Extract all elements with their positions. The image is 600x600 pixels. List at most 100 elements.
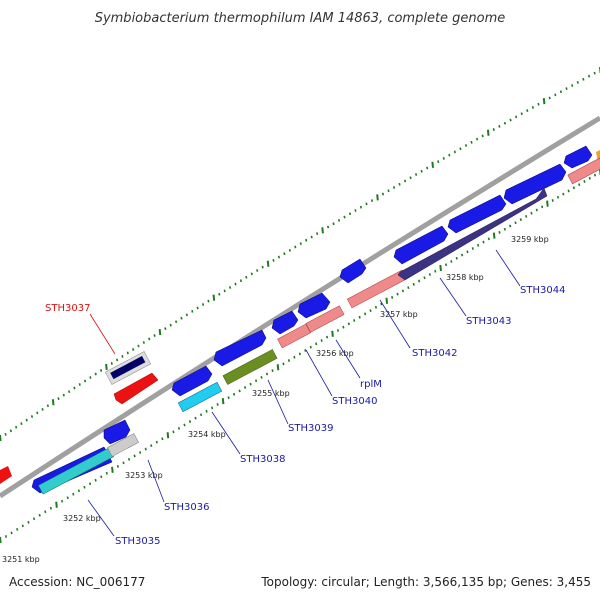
gene-sth3044-reverse[interactable] (567, 157, 600, 185)
gene-label-sth3039[interactable]: STH3039 (288, 423, 333, 434)
gene-sth3040-reverse[interactable] (277, 323, 311, 349)
outer-tick (571, 84, 574, 87)
gene-sth3044-forward[interactable] (447, 194, 507, 234)
gene-forward-extra-1[interactable] (503, 163, 567, 205)
outer-tick (46, 404, 49, 408)
outer-tick (116, 358, 119, 362)
gene-label-sth3038[interactable]: STH3038 (240, 454, 285, 465)
leader-sth3037 (89, 313, 116, 355)
inner-tick (342, 325, 345, 329)
gene-label-sth3044[interactable]: STH3044 (520, 285, 565, 296)
inner-tick (32, 517, 36, 521)
inner-tick (369, 309, 372, 313)
outer-tick (476, 137, 479, 141)
inner-tick (444, 263, 448, 267)
gene-sth3037[interactable] (104, 351, 159, 405)
gene-label-sth3035[interactable]: STH3035 (115, 536, 160, 547)
gene-sth3038-reverse[interactable] (177, 381, 223, 413)
inner-tick (588, 176, 591, 180)
gene-label-sth3042[interactable]: STH3042 (412, 348, 457, 359)
inner-tick (385, 297, 389, 304)
inner-tick (155, 440, 158, 444)
outer-tick (420, 169, 423, 173)
inner-tick (551, 199, 554, 202)
leader-sth3042 (379, 299, 411, 349)
outer-tick (283, 252, 286, 256)
outer-tick (41, 407, 44, 411)
outer-tick (332, 222, 335, 226)
outer-tick (36, 411, 39, 415)
gene-rplm-forward[interactable] (297, 292, 331, 319)
gene-sth3035-reverse[interactable] (37, 447, 115, 495)
outer-tick (148, 337, 151, 341)
inner-tick (254, 379, 258, 383)
gene-rplm-reverse[interactable] (305, 305, 345, 333)
inner-tick (77, 489, 80, 493)
inner-tick (10, 531, 13, 535)
outer-tick (370, 199, 374, 203)
gene-left-edge-red[interactable] (0, 466, 12, 484)
inner-tick (364, 312, 367, 316)
inner-tick (407, 286, 410, 289)
outer-tick (387, 189, 390, 193)
inner-tick (111, 466, 114, 473)
inner-tick (172, 430, 175, 434)
outer-tick (437, 160, 440, 163)
outer-tick (464, 144, 468, 147)
inner-tick (211, 406, 214, 410)
inner-tick (326, 335, 329, 339)
outer-tick (321, 227, 324, 234)
inner-tick (380, 302, 383, 306)
outer-tick (261, 265, 264, 269)
gene-sth3036-reverse[interactable] (107, 433, 139, 457)
outer-tick (576, 81, 579, 84)
outer-tick (15, 425, 18, 429)
outer-tick (9, 429, 12, 433)
inner-tick (298, 352, 301, 356)
outer-tick (212, 294, 216, 301)
outer-tick (94, 372, 97, 376)
gene-sth3039-reverse[interactable] (222, 349, 278, 385)
inner-tick (567, 189, 570, 193)
gene-sth3043-reverse[interactable] (397, 187, 548, 281)
inner-tick (216, 403, 219, 406)
gene-sth3039-forward[interactable] (213, 329, 267, 367)
gene-sth3040-forward[interactable] (271, 310, 299, 335)
inner-tick (161, 437, 164, 441)
gene-sth3038-forward[interactable] (171, 365, 213, 397)
gene-label-rplm[interactable]: rplM (360, 379, 382, 390)
outer-tick (498, 124, 501, 128)
inner-tick (244, 386, 247, 389)
inner-tick (401, 289, 405, 293)
inner-tick (471, 247, 474, 250)
gene-label-sth3037[interactable]: STH3037 (45, 303, 90, 314)
outer-tick (288, 248, 291, 252)
inner-tick (150, 444, 153, 447)
outer-tick (459, 147, 462, 151)
outer-tick (492, 128, 495, 131)
inner-tick (72, 492, 75, 496)
inner-tick (144, 447, 147, 451)
gene-sth3043-forward[interactable] (393, 225, 449, 265)
gene-label-sth3040[interactable]: STH3040 (332, 396, 377, 407)
gene-label-sth3036[interactable]: STH3036 (164, 502, 209, 513)
inner-tick (122, 461, 125, 465)
gene-forward-extra-2[interactable] (563, 145, 593, 169)
gene-sth3036-forward[interactable] (103, 419, 131, 445)
inner-tick (391, 296, 394, 299)
inner-tick (509, 224, 512, 228)
outer-tick (453, 150, 456, 154)
inner-tick (309, 345, 312, 349)
leader-sth3035 (87, 499, 115, 537)
gene-sth3037-core[interactable] (110, 356, 146, 380)
inner-tick (347, 322, 350, 326)
inner-tick (374, 305, 378, 309)
gene-label-sth3043[interactable]: STH3043 (466, 316, 511, 327)
outer-tick (57, 397, 60, 401)
gene-sth3037-red[interactable] (113, 372, 159, 405)
leader-sth3038 (211, 411, 241, 455)
inner-tick (66, 496, 69, 500)
outer-tick (365, 202, 368, 206)
gene-sth3042-forward[interactable] (339, 258, 367, 284)
